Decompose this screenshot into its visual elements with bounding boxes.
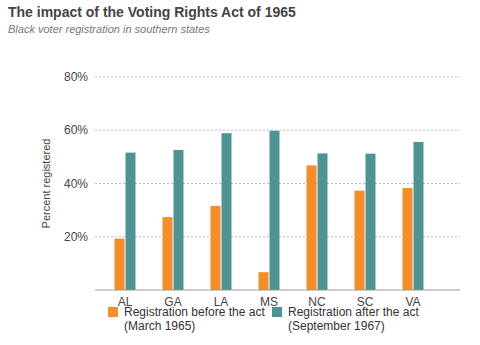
bar: [307, 165, 317, 290]
bar: [174, 150, 184, 290]
bar: [366, 154, 376, 290]
bar: [355, 191, 365, 290]
y-tick-label: 40%: [64, 177, 88, 191]
bar: [270, 131, 280, 290]
legend-label: Registration before the act (March 1965): [124, 305, 274, 333]
subtitle: Black voter registration in southern sta…: [8, 23, 210, 35]
legend-swatch: [108, 307, 118, 317]
bars: [115, 131, 424, 290]
y-axis-label: Percent registered: [40, 139, 52, 229]
grid-line: [95, 130, 460, 131]
y-tick-label: 80%: [64, 70, 88, 84]
legend-swatch: [272, 307, 282, 317]
bar: [259, 272, 269, 290]
x-axis-line: [95, 290, 460, 291]
bar: [222, 133, 232, 290]
bar: [163, 217, 173, 290]
title: The impact of the Voting Rights Act of 1…: [8, 4, 296, 20]
bar: [211, 206, 221, 290]
y-tick-label: 20%: [64, 230, 88, 244]
y-tick-label: 60%: [64, 123, 88, 137]
bar: [414, 142, 424, 290]
legend-label: Registration after the act (September 19…: [288, 305, 453, 333]
bar: [318, 153, 328, 290]
bar: [115, 239, 125, 290]
bar: [403, 188, 413, 290]
grid-line: [95, 77, 460, 78]
bar: [126, 153, 136, 290]
